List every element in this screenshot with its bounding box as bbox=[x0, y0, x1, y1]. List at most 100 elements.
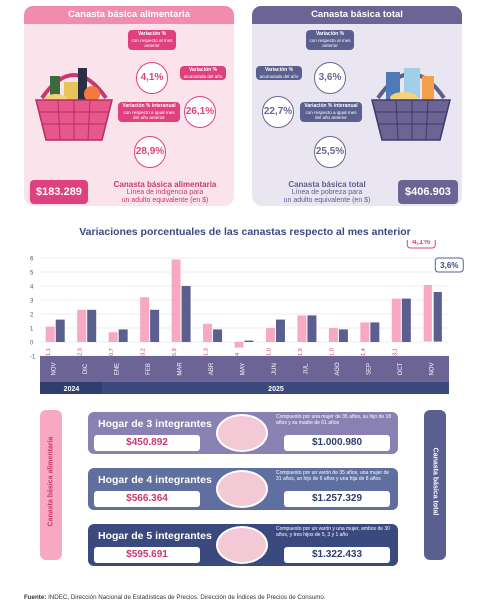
bar bbox=[275, 319, 285, 342]
bar bbox=[108, 332, 118, 342]
data-label: 0,9 bbox=[214, 348, 220, 356]
y-tick-label: 6 bbox=[30, 257, 34, 263]
bar bbox=[307, 315, 317, 342]
x-tick-label: ENE bbox=[115, 363, 121, 375]
data-label: 0,1 bbox=[245, 348, 251, 356]
bar bbox=[360, 322, 370, 342]
y-tick-label: 0 bbox=[30, 341, 34, 347]
data-label: 4,0 bbox=[182, 348, 188, 356]
data-label: 0,9 bbox=[119, 348, 125, 356]
y-tick-label: 2 bbox=[30, 313, 34, 319]
bar bbox=[45, 326, 55, 342]
side-label-food-text: Canasta básica alimentaria bbox=[47, 436, 55, 527]
data-label: 1,4 bbox=[361, 348, 367, 356]
x-tick-label: MAR bbox=[178, 362, 184, 376]
total-panel-title: Canasta básica total bbox=[252, 6, 462, 24]
x-tick-label: NOV bbox=[52, 362, 58, 375]
food-yoy-tag: Variación % interanual con respecto a igu… bbox=[118, 102, 180, 122]
bar bbox=[181, 286, 191, 342]
x-tick-label: AGO bbox=[335, 362, 341, 376]
total-monthly-tag: Variación % con respecto al mes anterior bbox=[306, 30, 354, 50]
category-band bbox=[40, 356, 449, 382]
food-monthly-tag: Variación % con respecto al mes anterior bbox=[128, 30, 176, 50]
bar bbox=[118, 329, 128, 342]
data-label: 1,0 bbox=[329, 348, 335, 356]
data-label: 0,7 bbox=[109, 348, 115, 356]
household-total-amount: $1.322.433 bbox=[284, 547, 390, 563]
bar bbox=[140, 297, 150, 342]
y-tick-label: 3 bbox=[30, 299, 34, 305]
bar bbox=[370, 322, 380, 342]
data-label: 1,3 bbox=[204, 348, 210, 356]
year-label: 2025 bbox=[268, 386, 284, 393]
year-label: 2024 bbox=[64, 386, 80, 393]
total-monthly-value: 3,6% bbox=[314, 62, 346, 94]
household-food-amount: $595.691 bbox=[94, 547, 200, 563]
year-band-2024 bbox=[40, 382, 103, 394]
data-label: 1,6 bbox=[56, 348, 62, 356]
bar bbox=[391, 298, 401, 342]
food-ytd-value: 26,1% bbox=[184, 96, 216, 128]
food-yoy-value: 28,9% bbox=[134, 136, 166, 168]
y-tick-label: 1 bbox=[30, 327, 34, 333]
total-description: Canasta básica total Línea de pobreza pa… bbox=[283, 180, 371, 204]
bar bbox=[77, 309, 87, 342]
household-note: Compuesto por un varón y una mujer, ambo… bbox=[276, 526, 390, 538]
bar bbox=[203, 323, 213, 342]
bar bbox=[171, 259, 181, 342]
data-label: 1,1 bbox=[46, 348, 52, 356]
food-basket-illustration bbox=[35, 68, 113, 141]
x-tick-label: FEB bbox=[146, 363, 152, 375]
side-label-total-text: Canasta básica total bbox=[431, 447, 439, 516]
data-label: 2,3 bbox=[78, 348, 84, 356]
total-ytd-value: 22,7% bbox=[262, 96, 294, 128]
total-amount: $406.903 bbox=[398, 180, 458, 204]
household-label: Hogar de 3 integrantes bbox=[98, 418, 212, 430]
data-label: 3,2 bbox=[141, 348, 147, 356]
household-food-amount: $566.364 bbox=[94, 491, 200, 507]
data-label: 1,6 bbox=[276, 348, 282, 356]
household-label: Hogar de 4 integrantes bbox=[98, 474, 212, 486]
household-card-5: Hogar de 5 integrantes Compuesto por un … bbox=[88, 524, 398, 566]
data-label: 1,0 bbox=[266, 348, 272, 356]
chart-title: Variaciones porcentuales de las canastas… bbox=[79, 226, 411, 238]
bar bbox=[213, 329, 223, 342]
data-label: 3,1 bbox=[402, 348, 408, 356]
x-tick-label: OCT bbox=[398, 362, 404, 375]
monthly-variation-chart: 6 5 4 3 2 1 0 -1 1,1 1,6 2,3 2,3 0,7 0,9 3,2 2,3 5,9 4,0 1… bbox=[30, 240, 464, 394]
x-tick-label: ABR bbox=[209, 362, 215, 375]
bar bbox=[432, 291, 443, 343]
y-tick-label: -1 bbox=[30, 355, 36, 361]
family-illustration bbox=[216, 526, 268, 564]
bar bbox=[234, 342, 244, 348]
y-tick-label: 5 bbox=[30, 271, 34, 277]
total-yoy-value: 25,5% bbox=[314, 136, 346, 168]
bar bbox=[150, 309, 160, 342]
side-label-food bbox=[40, 410, 62, 560]
data-label: 5,9 bbox=[172, 348, 178, 356]
food-description: Canasta básica alimentaria Línea de indi… bbox=[113, 180, 217, 204]
callout-total-label: 3,6% bbox=[440, 261, 458, 270]
side-label-total bbox=[424, 410, 446, 560]
bar bbox=[87, 309, 97, 342]
family-illustration bbox=[216, 470, 268, 508]
x-tick-label: JUL bbox=[303, 363, 309, 374]
data-label: 1,4 bbox=[371, 348, 377, 356]
bar bbox=[265, 328, 275, 342]
data-label: 2,3 bbox=[151, 348, 157, 356]
household-note: Compuesto por una mujer de 35 años, su h… bbox=[276, 414, 392, 426]
data-label: 2,3 bbox=[88, 348, 94, 356]
x-tick-label: SEP bbox=[366, 363, 372, 375]
household-total-amount: $1.257.329 bbox=[284, 491, 390, 507]
bar bbox=[55, 319, 65, 342]
callout-food bbox=[406, 240, 436, 249]
bar bbox=[328, 328, 338, 342]
food-amount: $183.289 bbox=[30, 180, 88, 204]
household-label: Hogar de 5 integrantes bbox=[98, 530, 212, 542]
year-band-2025 bbox=[102, 382, 449, 394]
x-tick-label: MAY bbox=[241, 363, 247, 376]
callout-total bbox=[434, 257, 464, 273]
total-ytd-tag: Variación % acumulada del año bbox=[256, 66, 302, 81]
total-basket-illustration bbox=[371, 68, 451, 141]
food-monthly-value: 4,1% bbox=[136, 62, 168, 94]
